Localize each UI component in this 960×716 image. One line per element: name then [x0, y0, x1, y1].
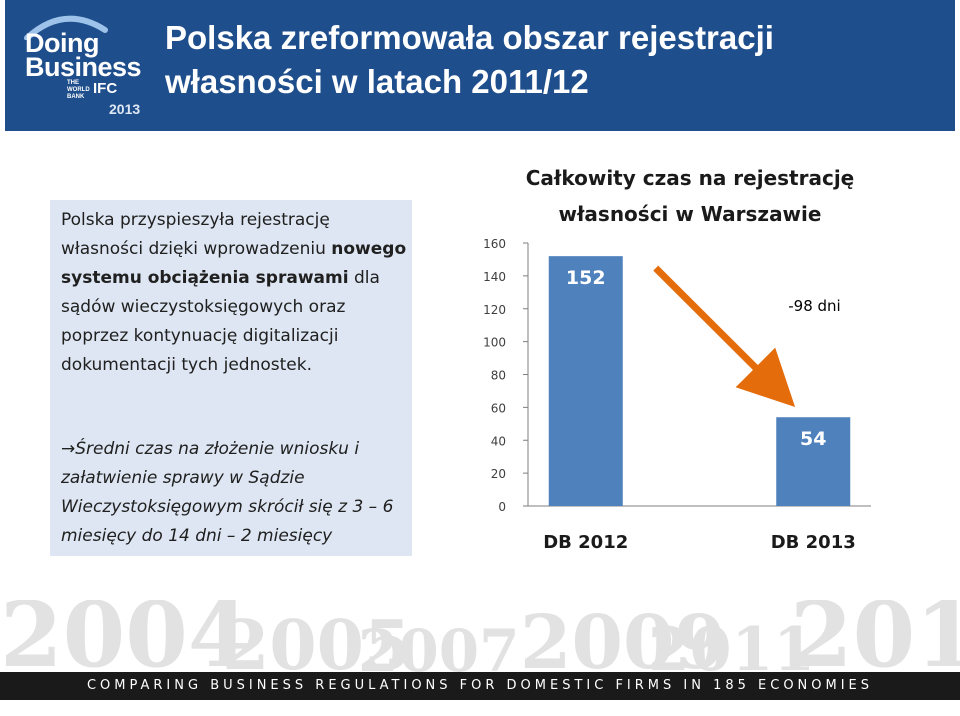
bar-data-label: 54 [800, 428, 826, 450]
reform-result-text: Średni czas na złożenie wniosku i załatw… [61, 439, 394, 546]
description-box: Polska przyspieszyła rejestrację własnoś… [50, 200, 412, 556]
bar [776, 417, 851, 506]
reduction-annotation: -98 dni [788, 297, 840, 315]
world-bank-logo-text: THE WORLD BANK [67, 80, 90, 100]
reduction-arrow [653, 265, 796, 408]
chart-title: Całkowity czas na rejestrację własności … [525, 166, 855, 226]
reform-text-bold: nowego systemu obciążenia sprawami [61, 239, 407, 288]
y-tick-label: 0 [498, 500, 506, 514]
reform-text-part-2: dla sądów wieczystoksięgowych oraz poprz… [61, 268, 380, 375]
reform-description: Polska przyspieszyła rejestrację własnoś… [61, 206, 409, 380]
x-category-label: DB 2013 [771, 532, 856, 553]
arrow-icon: → [61, 439, 76, 459]
y-tick-label: 120 [483, 303, 506, 317]
reform-result: →Średni czas na złożenie wniosku i załat… [61, 435, 409, 551]
bar [548, 256, 623, 506]
reform-text-part-1: Polska przyspieszyła rejestrację własnoś… [61, 210, 332, 259]
logo-arc-icon [24, 15, 108, 40]
logo-year: 2013 [109, 101, 141, 117]
background-year: 2004 [0, 600, 251, 672]
y-tick-label: 60 [491, 401, 506, 415]
y-tick-label: 40 [491, 434, 506, 448]
y-tick-label: 140 [483, 270, 506, 284]
background-year: 2005 [222, 606, 412, 672]
bars: 152 54 [548, 256, 851, 506]
x-category-label: DB 2012 [543, 532, 628, 553]
background-year: 2007 [358, 617, 520, 672]
background-year: 2011 [648, 615, 815, 672]
background-year: 2013 [790, 600, 960, 672]
background-year: 2009 [520, 600, 726, 672]
x-axis-labels: DB 2012 DB 2013 [543, 532, 856, 553]
header-bar: Doing Business THE WORLD BANK IFC 2013 P… [5, 0, 955, 131]
footer-band [0, 672, 960, 700]
logo-business-text: Business [25, 52, 142, 82]
y-tick-label: 20 [491, 467, 506, 481]
page-title: Polska zreformowała obszar rejestracji w… [165, 16, 945, 104]
y-axis: 0 20 40 60 80 100 120 140 160 [483, 237, 528, 514]
y-tick-label: 100 [483, 336, 506, 350]
footer-tagline: COMPARING BUSINESS REGULATIONS FOR DOMES… [86, 678, 874, 693]
bar-data-label: 152 [566, 267, 606, 289]
title-line-1: Polska zreformowała obszar rejestracji [165, 19, 774, 56]
y-tick-label: 160 [483, 237, 506, 251]
logo-doing-text: Doing [25, 28, 99, 58]
doing-business-logo: Doing Business THE WORLD BANK IFC 2013 [13, 12, 153, 122]
y-tick-label: 80 [491, 369, 506, 383]
background-years: 2004 2005 2007 2009 2011 2013 [0, 600, 960, 672]
title-line-2: własności w latach 2011/12 [165, 63, 589, 100]
ifc-logo-text: IFC [93, 80, 118, 97]
